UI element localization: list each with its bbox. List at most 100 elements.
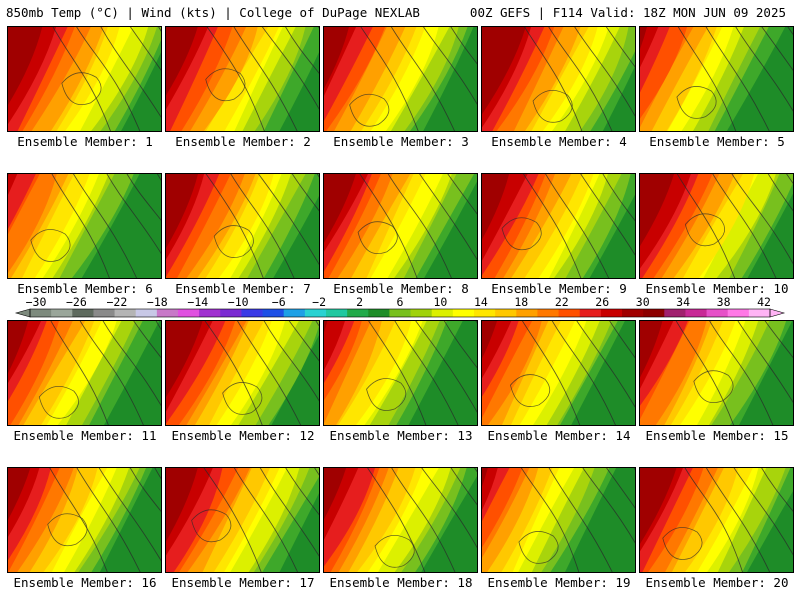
colorbar-swatch	[389, 309, 411, 317]
temperature-field	[324, 174, 477, 278]
temperature-field	[640, 468, 793, 572]
colorbar-swatch	[93, 309, 115, 317]
ensemble-member-map	[323, 173, 478, 279]
ensemble-member-label: Ensemble Member: 7	[175, 281, 311, 296]
ensemble-member-map	[481, 173, 636, 279]
ensemble-member-map	[165, 320, 320, 426]
ensemble-member-map	[7, 467, 162, 573]
colorbar-tick-label: −6	[272, 295, 286, 309]
colorbar-swatch	[326, 309, 348, 317]
colorbar-tick-label: 6	[397, 295, 404, 309]
ensemble-member-label: Ensemble Member: 15	[645, 428, 789, 443]
temperature-field	[166, 321, 319, 425]
temperature-field	[482, 174, 635, 278]
colorbar-high-arrow	[769, 308, 786, 318]
ensemble-member-label: Ensemble Member: 2	[175, 134, 311, 149]
colorbar-swatch	[431, 309, 454, 317]
ensemble-member-label: Ensemble Member: 12	[171, 428, 315, 443]
ensemble-member-label: Ensemble Member: 9	[491, 281, 627, 296]
colorbar-tick-label: −14	[187, 295, 208, 309]
colorbar-swatch	[220, 309, 242, 317]
ensemble-member-map	[7, 173, 162, 279]
ensemble-member-map	[481, 26, 636, 132]
temperature-field	[482, 468, 635, 572]
temperature-field	[482, 321, 635, 425]
colorbar-swatch	[30, 309, 52, 317]
ensemble-member-map	[639, 26, 794, 132]
colorbar-swatch	[178, 309, 200, 317]
ensemble-member-label: Ensemble Member: 19	[487, 575, 631, 590]
colorbar-tick-label: −18	[147, 295, 168, 309]
ensemble-member-map	[323, 26, 478, 132]
colorbar-swatch	[135, 309, 158, 317]
ensemble-member-label: Ensemble Member: 20	[645, 575, 789, 590]
ensemble-member-map	[165, 467, 320, 573]
colorbar-tick-label: 14	[474, 295, 488, 309]
colorbar-swatch	[537, 309, 559, 317]
ensemble-member-label: Ensemble Member: 13	[329, 428, 473, 443]
temperature-colorbar: −30 −26 −22 −18 −14 −10 −6 −2 2 6 10 14 18 22 26 30 34 38…	[14, 295, 786, 318]
colorbar-tick-label: 38	[717, 295, 731, 309]
run-info: 00Z GEFS | F114 Valid: 18Z MON JUN 09 20…	[469, 5, 786, 20]
colorbar-tick-label: 18	[514, 295, 528, 309]
colorbar-swatch	[748, 309, 771, 317]
colorbar-tick-label: 2	[356, 295, 363, 309]
colorbar-swatch	[579, 309, 602, 317]
colorbar-swatch	[643, 309, 665, 317]
colorbar-swatch	[241, 309, 263, 317]
colorbar-swatch	[304, 309, 327, 317]
ensemble-member-map	[481, 467, 636, 573]
colorbar-swatch	[347, 309, 369, 317]
temperature-field	[324, 27, 477, 131]
colorbar-tick-label: 34	[676, 295, 690, 309]
colorbar-swatch	[516, 309, 538, 317]
ensemble-member-label: Ensemble Member: 5	[649, 134, 785, 149]
ensemble-member-map	[639, 173, 794, 279]
temperature-field	[166, 468, 319, 572]
temperature-field	[640, 321, 793, 425]
ensemble-member-label: Ensemble Member: 17	[171, 575, 315, 590]
colorbar-swatch	[199, 309, 221, 317]
ensemble-member-label: Ensemble Member: 11	[13, 428, 157, 443]
temperature-field	[482, 27, 635, 131]
colorbar-tick-label: −26	[66, 295, 87, 309]
ensemble-member-map	[323, 320, 478, 426]
map-title: 850mb Temp (°C) | Wind (kts) | College o…	[6, 5, 420, 20]
ensemble-member-label: Ensemble Member: 18	[329, 575, 473, 590]
colorbar-swatch	[706, 309, 729, 317]
ensemble-member-map	[165, 26, 320, 132]
ensemble-member-label: Ensemble Member: 16	[13, 575, 157, 590]
colorbar-tick-label: 10	[433, 295, 447, 309]
temperature-field	[324, 468, 477, 572]
ensemble-member-map	[481, 320, 636, 426]
colorbar-swatch	[410, 309, 433, 317]
colorbar-swatch	[727, 309, 750, 317]
temperature-field	[166, 27, 319, 131]
colorbar-swatch	[664, 309, 686, 317]
ensemble-member-map	[7, 26, 162, 132]
colorbar-swatch	[622, 309, 644, 317]
colorbar-swatch	[262, 309, 285, 317]
temperature-field	[640, 174, 793, 278]
ensemble-member-map	[323, 467, 478, 573]
colorbar-swatch	[368, 309, 390, 317]
colorbar-swatch	[72, 309, 94, 317]
colorbar-tick-label: −22	[107, 295, 128, 309]
temperature-field	[324, 321, 477, 425]
colorbar-swatch	[51, 309, 73, 317]
colorbar-swatch	[283, 309, 306, 317]
ensemble-member-label: Ensemble Member: 10	[645, 281, 789, 296]
colorbar-swatch	[495, 309, 517, 317]
ensemble-member-map	[7, 320, 162, 426]
ensemble-member-label: Ensemble Member: 3	[333, 134, 469, 149]
ensemble-member-label: Ensemble Member: 1	[17, 134, 153, 149]
colorbar-tick-label: 42	[757, 295, 771, 309]
colorbar-tick-label: −2	[312, 295, 326, 309]
colorbar-swatch	[156, 309, 179, 317]
temperature-field	[8, 174, 161, 278]
ensemble-member-map	[165, 173, 320, 279]
colorbar-swatch	[452, 309, 475, 317]
colorbar-swatch	[558, 309, 581, 317]
colorbar-tick-label: −10	[228, 295, 249, 309]
colorbar-tick-label: −30	[26, 295, 47, 309]
